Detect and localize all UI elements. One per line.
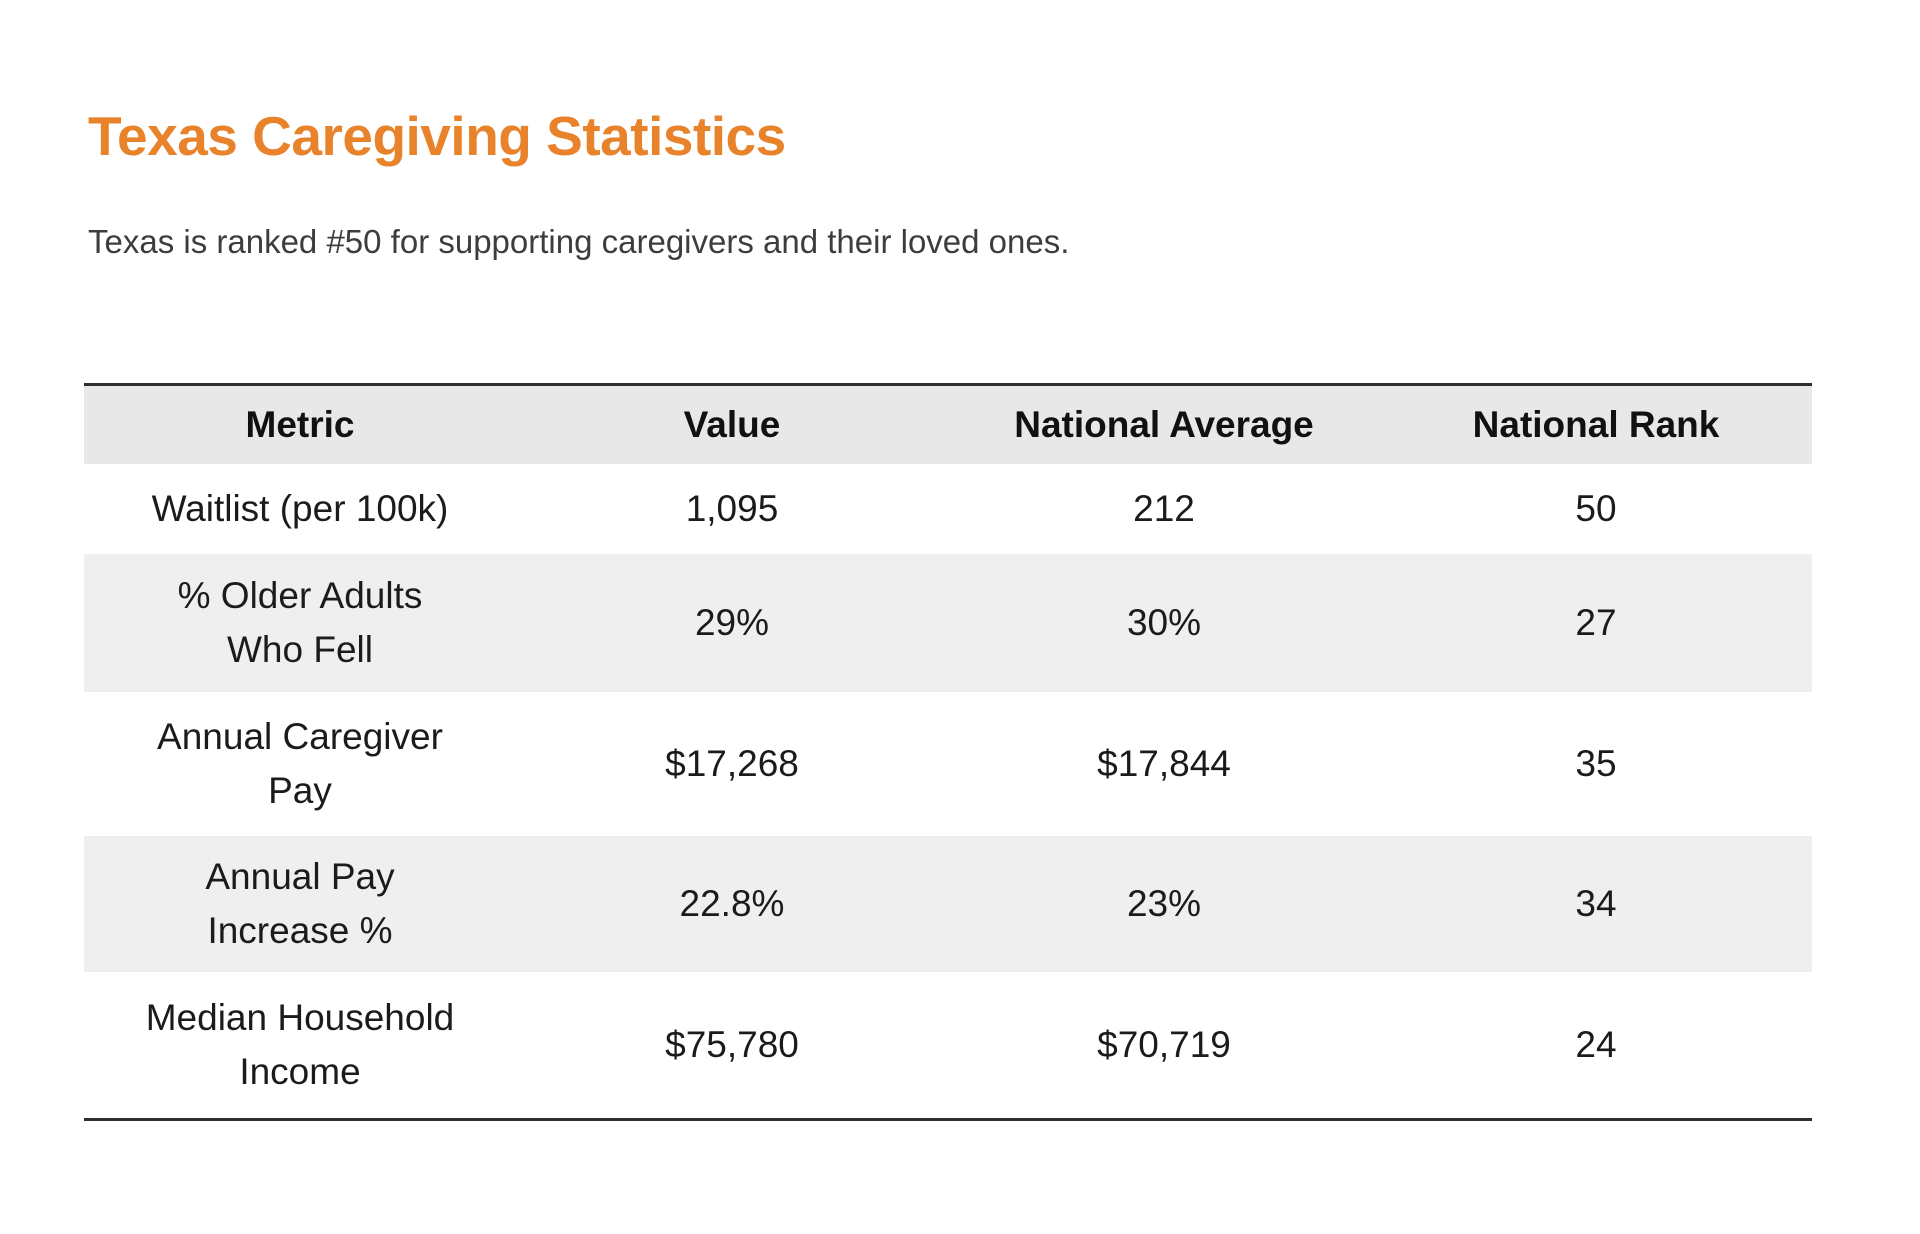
table-row-annual-pay-increase: Annual Pay Increase % 22.8% 23% 34 bbox=[84, 836, 1812, 972]
cell-metric: Annual Caregiver Pay bbox=[157, 716, 443, 811]
table-body: Waitlist (per 100k) 1,095 212 50 % Older… bbox=[84, 464, 1812, 1118]
cell-national-rank: 27 bbox=[1575, 602, 1617, 644]
cell-national-rank: 24 bbox=[1575, 1024, 1617, 1066]
table-row-annual-caregiver-pay: Annual Caregiver Pay $17,268 $17,844 35 bbox=[84, 692, 1812, 836]
cell-national-rank: 35 bbox=[1575, 743, 1617, 785]
cell-metric: % Older Adults Who Fell bbox=[177, 575, 423, 670]
page-subtitle: Texas is ranked #50 for supporting careg… bbox=[88, 223, 1070, 260]
cell-metric: Annual Pay Increase % bbox=[205, 856, 395, 951]
table-header-row: Metric Value National Average National R… bbox=[84, 386, 1812, 464]
cell-national-rank: 34 bbox=[1575, 883, 1617, 925]
cell-national-average: 30% bbox=[1126, 602, 1202, 644]
cell-value: 1,095 bbox=[685, 488, 779, 530]
cell-national-average: 23% bbox=[1126, 883, 1202, 925]
page-title: Texas Caregiving Statistics bbox=[88, 105, 786, 167]
cell-value: 29% bbox=[694, 602, 770, 644]
column-header-national-rank: National Rank bbox=[1472, 403, 1720, 445]
cell-value: $17,268 bbox=[665, 743, 799, 785]
column-header-value: Value bbox=[683, 403, 781, 445]
cell-national-rank: 50 bbox=[1575, 488, 1617, 530]
cell-value: $75,780 bbox=[665, 1024, 799, 1066]
table-row-median-household-income: Median Household Income $75,780 $70,719 … bbox=[84, 972, 1812, 1118]
cell-national-average: $17,844 bbox=[1097, 743, 1231, 785]
stats-table: Metric Value National Average National R… bbox=[84, 383, 1812, 1121]
cell-metric: Waitlist (per 100k) bbox=[151, 488, 449, 530]
cell-metric: Median Household Income bbox=[145, 997, 455, 1092]
column-header-national-average: National Average bbox=[1014, 403, 1314, 445]
cell-national-average: 212 bbox=[1133, 488, 1195, 530]
cell-value: 22.8% bbox=[679, 883, 785, 925]
table-row-waitlist: Waitlist (per 100k) 1,095 212 50 bbox=[84, 464, 1812, 554]
table-row-older-adults-fell: % Older Adults Who Fell 29% 30% 27 bbox=[84, 554, 1812, 692]
cell-national-average: $70,719 bbox=[1097, 1024, 1231, 1066]
column-header-metric: Metric bbox=[245, 403, 355, 445]
